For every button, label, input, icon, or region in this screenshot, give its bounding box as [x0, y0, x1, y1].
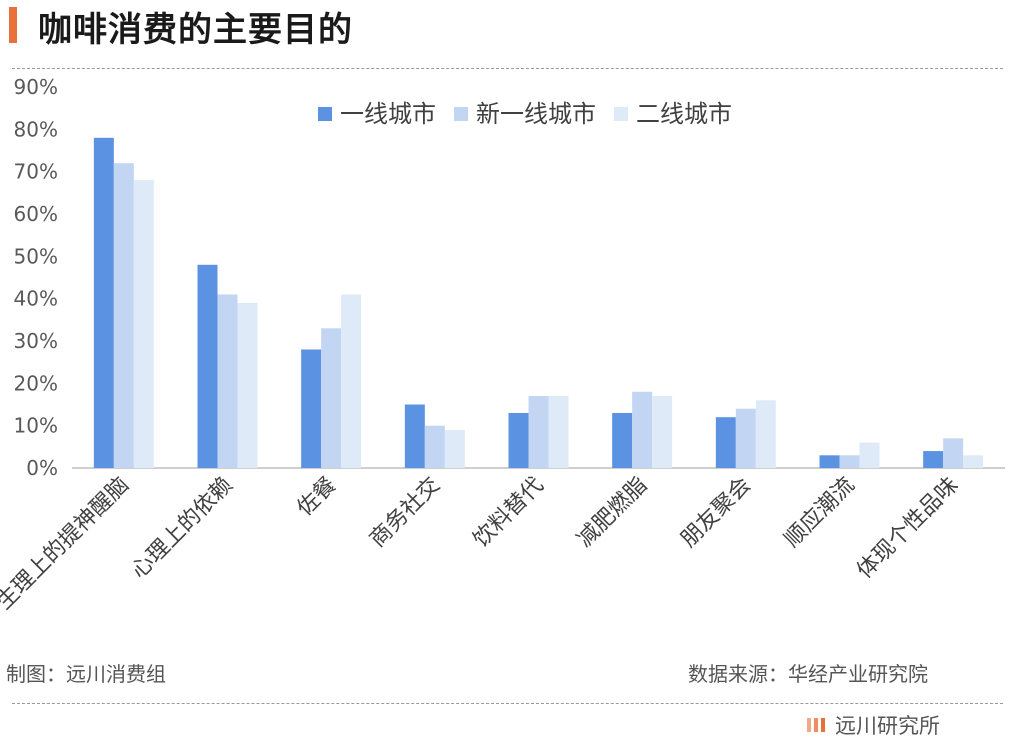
x-category-label: 佐餐	[293, 473, 342, 522]
x-category-label: 体现个性品味	[852, 473, 963, 584]
chart-maker-credit: 制图：远川消费组	[6, 662, 166, 686]
bar-3-4	[444, 429, 465, 468]
legend-label-3: 二线城市	[636, 100, 732, 128]
x-category-label: 商务社交	[365, 473, 445, 553]
bar-chart: 0% 10% 20% 30% 40% 50% 60% 70% 80% 90% 生理上的提神醒脑心理上…	[0, 75, 1005, 615]
page-title: 咖啡消费的主要目的	[38, 10, 353, 50]
x-category-label: 心理上的依赖	[127, 473, 238, 584]
bar-1-5	[508, 412, 529, 468]
y-tick-label: 60%	[14, 202, 58, 226]
bar-2-2	[217, 294, 238, 468]
legend-label-2: 新一线城市	[476, 100, 596, 128]
bar-3-1	[133, 180, 154, 468]
bar-2-6	[632, 391, 653, 468]
bar-3-2	[237, 302, 258, 468]
bar-3-3	[341, 294, 362, 468]
bar-3-8	[859, 442, 880, 468]
y-tick-label: 70%	[14, 160, 58, 184]
bar-1-9	[923, 451, 944, 468]
legend-swatch-3	[614, 107, 628, 121]
bottom-divider	[12, 703, 1003, 704]
brand-name: 远川研究所	[835, 714, 940, 738]
legend-label-1: 一线城市	[340, 100, 436, 128]
brand-logo-icon	[807, 718, 825, 732]
bar-2-4	[424, 425, 445, 468]
bar-2-1	[113, 163, 134, 468]
bar-2-9	[943, 438, 964, 468]
x-category-label: 减肥燃脂	[572, 473, 652, 553]
y-tick-label: 30%	[14, 329, 58, 353]
bar-2-8	[839, 455, 860, 468]
y-tick-label: 50%	[14, 244, 58, 268]
top-divider	[12, 68, 1003, 69]
y-tick-label: 80%	[14, 117, 58, 141]
bar-1-2	[197, 264, 218, 468]
x-category-label: 生理上的提神醒脑	[0, 473, 134, 615]
brand-footer: 远川研究所	[807, 710, 940, 740]
y-tick-label: 0%	[26, 456, 58, 480]
bar-3-7	[755, 400, 776, 468]
bar-2-5	[528, 396, 549, 468]
x-category-label: 饮料替代	[469, 473, 549, 553]
bar-2-7	[735, 408, 756, 468]
bar-3-5	[548, 396, 569, 468]
y-tick-label: 90%	[14, 75, 58, 99]
y-tick-label: 40%	[14, 287, 58, 311]
bar-1-6	[612, 412, 633, 468]
title-accent-bar	[9, 7, 17, 43]
y-tick-label: 10%	[14, 414, 58, 438]
bar-2-3	[321, 328, 342, 468]
bar-3-6	[652, 396, 673, 468]
y-tick-label: 20%	[14, 371, 58, 395]
bar-3-9	[963, 455, 984, 468]
legend-swatch-1	[318, 107, 332, 121]
bar-1-4	[404, 404, 425, 468]
x-category-label: 朋友聚会	[676, 473, 756, 553]
bar-1-3	[301, 349, 322, 468]
x-category-label: 顺应潮流	[780, 473, 860, 553]
bar-1-1	[93, 137, 114, 469]
data-source-credit: 数据来源：华经产业研究院	[688, 662, 928, 686]
legend-swatch-2	[454, 107, 468, 121]
bar-1-8	[819, 455, 840, 468]
bar-1-7	[715, 417, 736, 468]
